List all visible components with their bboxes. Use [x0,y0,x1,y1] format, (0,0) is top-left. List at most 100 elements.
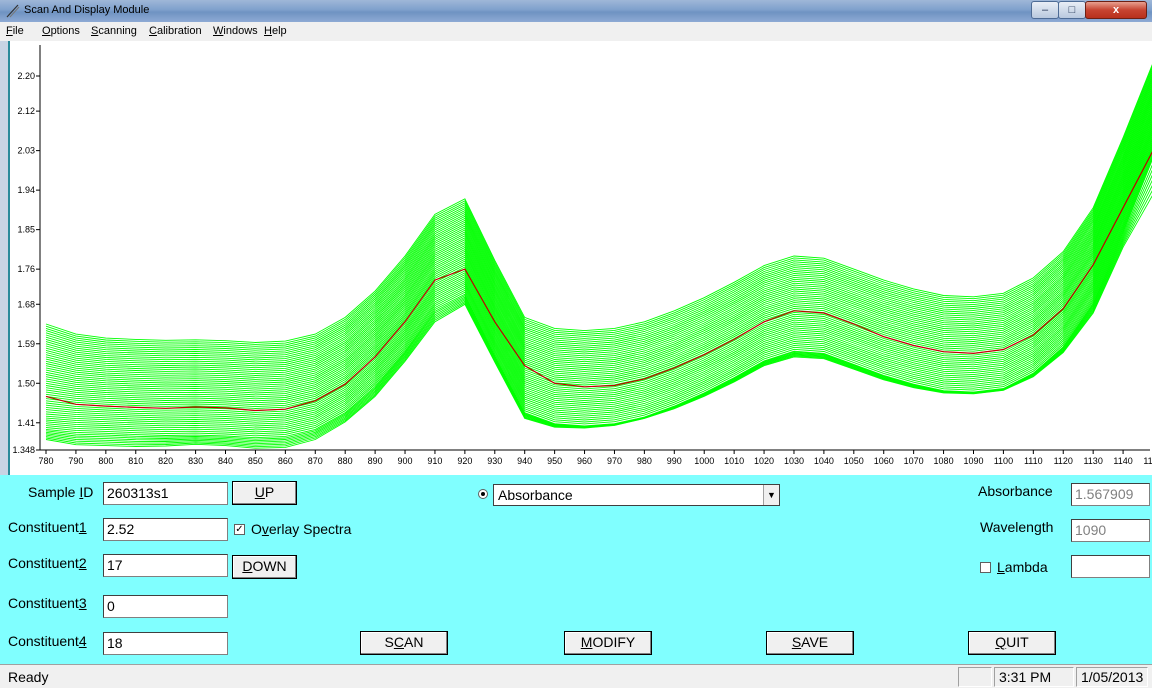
spectrum-line [45,112,1152,392]
y-tick-label: 1.348 [12,445,35,455]
menu-help[interactable]: Help [264,25,287,37]
overlay-spectra-checkbox[interactable]: ✓ [234,524,245,535]
status-bar: Ready 3:31 PM 1/05/2013 [0,664,1152,688]
x-tick-label: 860 [278,456,293,466]
sample-id-label-post: D [83,484,94,500]
x-tick-label: 1010 [724,456,744,466]
spectra-chart-area[interactable]: 1.348 1.41 1.50 1.59 1.68 1.76 1.85 1.94 2.03 2.1… [8,41,1152,475]
modify-button[interactable]: MODIFY [564,631,652,655]
display-mode-select[interactable]: Absorbance ▼ [493,484,780,506]
down-button[interactable]: DOWN [232,555,297,579]
constituent-4-label: Constituent4 [8,633,87,649]
spectrum-line [45,97,1152,376]
down-button-rest: OWN [252,558,287,574]
spectrum-line [45,153,1152,433]
menu-windows[interactable]: Windows [213,25,258,37]
scan-button[interactable]: SCAN [360,631,448,655]
x-tick-label: 1060 [874,456,894,466]
spectrum-line [45,136,1152,415]
wavelength-field: 1090 [1071,519,1150,542]
spectrum-line [45,69,1152,349]
x-tick-label: 960 [577,456,592,466]
constituent-4-label-pre: Constituent [8,633,79,649]
menu-options[interactable]: Options [42,25,80,37]
x-tick-label: 810 [128,456,143,466]
constituent-2-input[interactable]: 17 [103,554,228,577]
constituent-4-label-accel: 4 [78,633,87,649]
spectrum-line [45,99,1152,378]
spectrum-line [45,132,1152,411]
x-tick-label: 850 [248,456,263,466]
x-tick-label: 910 [427,456,442,466]
menu-scanning[interactable]: Scanning [91,25,137,37]
menu-calibration[interactable]: Calibration [149,25,202,37]
scan-button-accel: C [393,634,404,650]
spectrum-line [45,95,1152,375]
modify-button-rest: ODIFY [592,634,636,650]
menu-file[interactable]: File [6,25,24,37]
overlay-spectra-label[interactable]: Overlay Spectra [251,521,351,537]
lambda-input[interactable] [1071,555,1150,578]
x-tick-label: 840 [218,456,233,466]
x-tick-label: 1130 [1083,456,1102,466]
save-button[interactable]: SAVE [766,631,854,655]
wavelength-label: Wavelength [980,519,1054,535]
menu-file-accel: F [6,25,13,37]
spectrum-line [45,67,1152,347]
x-tick-label: 1090 [963,456,983,466]
constituent-3-label-accel: 3 [78,595,87,611]
quit-button[interactable]: QUIT [968,631,1056,655]
spectrum-line [45,83,1152,363]
spectrum-line [45,151,1152,431]
x-tick-label: 890 [368,456,383,466]
x-tick-label: 930 [487,456,502,466]
menu-calibration-rest: alibration [156,25,202,37]
y-tick-label: 1.41 [17,418,35,428]
constituent-2-label-accel: 2 [78,555,87,571]
up-button[interactable]: UP [232,481,297,505]
x-tick-label: 830 [188,456,203,466]
constituent-3-input[interactable]: 0 [103,595,228,618]
sample-id-label-accel: I [79,484,84,500]
lambda-label-rest: ambda [1004,559,1048,575]
x-tick-label: 1150 [1143,456,1152,466]
x-tick-label: 1050 [844,456,864,466]
spectrum-line [45,66,1152,345]
close-button[interactable]: x [1085,1,1147,19]
x-tick-label: 1070 [904,456,924,466]
up-button-accel: U [254,484,265,500]
x-tick-label: 1000 [694,456,714,466]
display-mode-radio[interactable] [478,489,488,499]
spectrum-line [45,75,1152,355]
lambda-label[interactable]: Lambda [997,559,1048,575]
down-button-accel: D [242,558,253,574]
x-tick-label: 780 [38,456,53,466]
scan-button-rest: AN [404,634,424,650]
constituent-1-input[interactable]: 2.52 [103,518,228,541]
status-text: Ready [8,669,49,685]
maximize-button[interactable]: □ [1058,1,1086,19]
sample-id-input[interactable]: 260313s1 [103,482,228,505]
spectrum-line [45,93,1152,373]
x-tick-label: 870 [308,456,323,466]
menu-help-rest: elp [271,25,287,37]
spectrum-line [45,101,1152,380]
selected-spectrum-line [45,151,1152,412]
x-tick-label: 1020 [754,456,774,466]
constituent-4-input[interactable]: 18 [103,632,228,655]
chevron-down-icon[interactable]: ▼ [763,485,779,505]
menu-options-accel: O [42,25,51,37]
spectrum-line [45,124,1152,404]
spectrum-line [45,141,1152,421]
status-date: 1/05/2013 [1076,667,1148,687]
spectrum-line [45,126,1152,406]
x-tick-label: 1030 [784,456,804,466]
absorbance-label: Absorbance [978,483,1053,499]
lambda-checkbox[interactable] [980,562,991,573]
sample-id-label: Sample ID [28,484,93,500]
x-tick-label: 1080 [934,456,954,466]
spectrum-line [45,77,1152,357]
minimize-button[interactable]: – [1031,1,1059,19]
y-tick-label: 1.85 [17,225,35,235]
spectra-chart[interactable]: 1.348 1.41 1.50 1.59 1.68 1.76 1.85 1.94 2.03 2.1… [10,41,1152,475]
